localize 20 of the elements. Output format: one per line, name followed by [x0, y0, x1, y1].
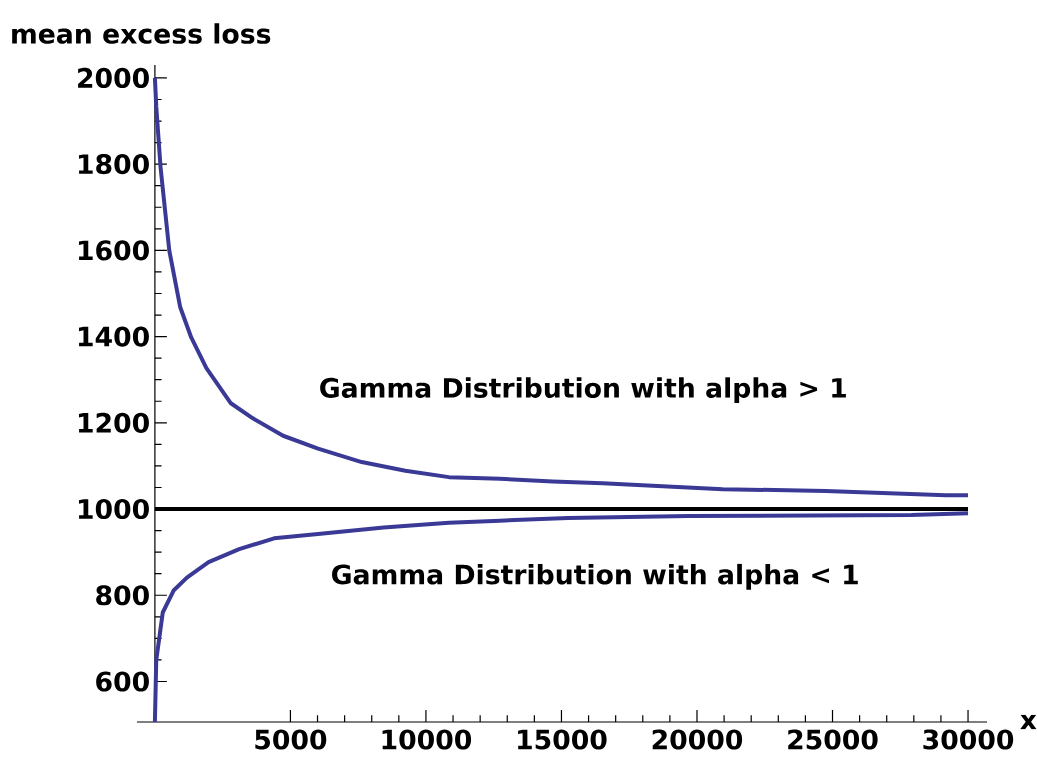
y-tick-label: 1400	[78, 326, 149, 347]
y-tick-label: 1000	[78, 498, 149, 520]
y-tick-label: 1800	[78, 154, 149, 175]
line-series	[152, 511, 971, 724]
x-tick-label: 10000	[382, 729, 472, 750]
y-tick-label: 600	[96, 671, 149, 692]
y-axis-title: mean excess loss	[12, 23, 271, 44]
x-tick-label: 5000	[255, 729, 327, 750]
y-tick-label: 800	[96, 585, 149, 606]
x-tick-label: 30000	[923, 729, 1014, 750]
series-label: Gamma Distribution with alpha > 1	[320, 377, 846, 404]
line-series	[152, 75, 971, 498]
y-tick-label: 1200	[78, 412, 149, 433]
y-tick-label: 1600	[78, 240, 149, 261]
x-axis-title: x	[1020, 714, 1037, 730]
x-tick-label: 15000	[518, 729, 607, 750]
y-tick-label: 2000	[78, 67, 149, 89]
x-tick-label: 20000	[652, 729, 743, 750]
x-tick-label: 25000	[788, 729, 878, 750]
series-label: Gamma Distribution with alpha < 1	[332, 563, 858, 590]
